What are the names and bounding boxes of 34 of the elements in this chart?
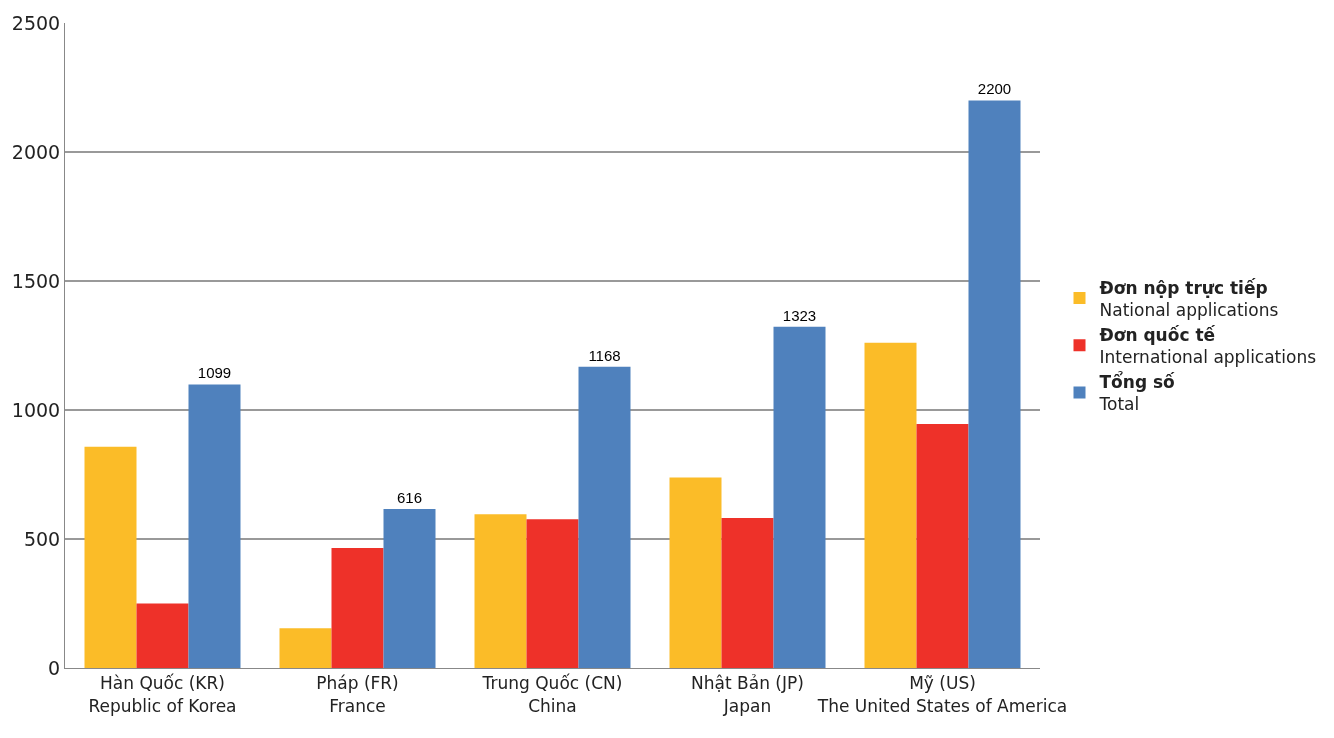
data-label: 1323 xyxy=(782,306,817,324)
data-label: 1099 xyxy=(197,364,232,382)
y-tick-label: 1000 xyxy=(11,398,61,421)
bar xyxy=(669,477,722,668)
bar xyxy=(916,423,969,668)
bar xyxy=(721,518,774,668)
bar xyxy=(864,342,917,668)
x-tick-label: Trung Quốc (CN) China xyxy=(481,673,623,716)
y-tick-label: 0 xyxy=(48,656,61,679)
x-tick-label: Mỹ (US) The United States of America xyxy=(816,673,1068,716)
bar xyxy=(188,384,241,668)
legend-label: Đơn quốc tế International applications xyxy=(1099,324,1317,367)
x-tick-label: Hàn Quốc (KR) Republic of Korea xyxy=(88,673,237,716)
x-tick-label: Nhật Bản (JP) Japan xyxy=(691,673,804,716)
bar xyxy=(474,514,527,668)
data-label: 616 xyxy=(396,489,423,507)
legend-label: Tổng số Total xyxy=(1098,371,1176,415)
bar xyxy=(773,326,826,668)
bar xyxy=(331,548,384,668)
bar xyxy=(279,628,332,668)
bar xyxy=(84,446,137,668)
y-tick-label: 2500 xyxy=(11,11,61,34)
bar xyxy=(526,519,579,668)
legend-label: Đơn nộp trực tiếp National applications xyxy=(1099,277,1279,320)
bar xyxy=(383,509,436,668)
data-label: 1168 xyxy=(588,346,621,364)
y-tick-label: 500 xyxy=(23,527,61,550)
y-tick-label: 1500 xyxy=(11,269,61,292)
bar xyxy=(136,603,189,668)
data-label: 2200 xyxy=(977,80,1012,98)
x-tick-label: Pháp (FR) France xyxy=(316,673,399,716)
bar xyxy=(968,100,1021,668)
y-tick-label: 2000 xyxy=(11,140,61,163)
bar xyxy=(578,366,631,668)
